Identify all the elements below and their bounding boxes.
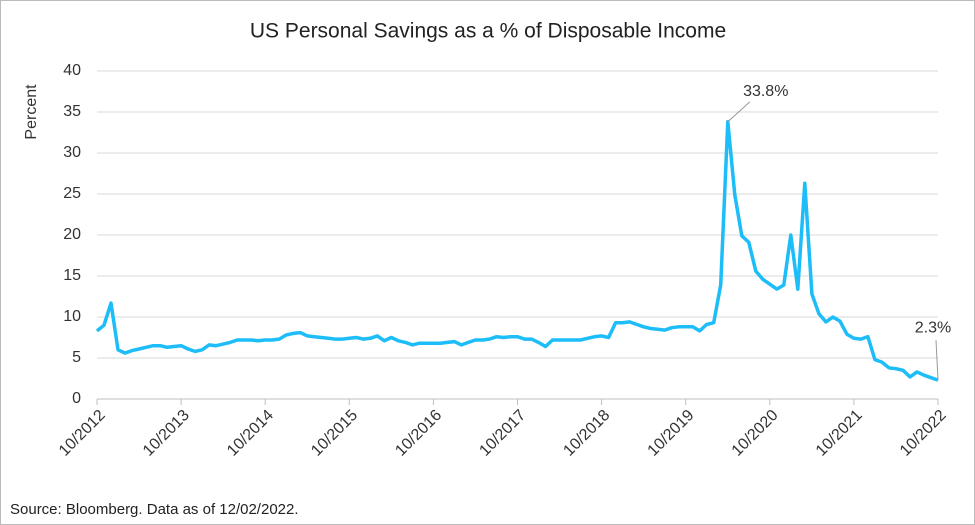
source-note: Source: Bloomberg. Data as of 12/02/2022… [10,501,299,518]
y-tick-label: 25 [63,185,81,202]
series-line [95,120,939,382]
annotation-leader [727,101,751,123]
annotation: 33.8% [743,83,788,100]
y-tick-label: 5 [72,349,81,366]
y-tick-label: 10 [63,308,81,325]
y-tick-label: 30 [63,144,81,161]
y-tick-label: 0 [72,390,81,407]
chart-title: US Personal Savings as a % of Disposable… [250,20,726,43]
y-tick-label: 20 [63,226,81,243]
annotation-leader [935,340,939,381]
y-tick-label: 15 [63,267,81,284]
y-axis-label: Percent [23,84,40,140]
annotation: 2.3% [915,319,951,336]
y-tick-label: 40 [63,62,81,79]
y-tick-label: 35 [63,103,81,120]
